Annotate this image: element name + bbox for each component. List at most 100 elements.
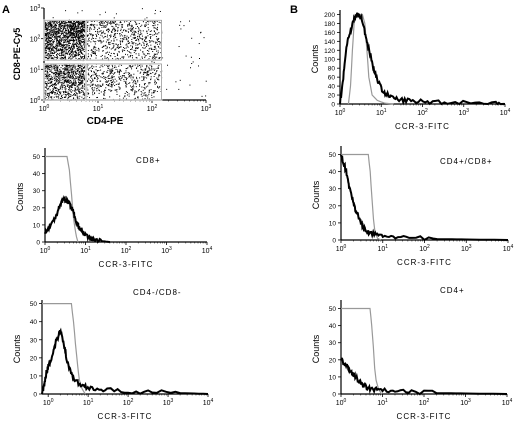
histogram-title: CD4+ [440,286,465,295]
event-dot [159,41,161,43]
event-dot [47,66,49,68]
event-dot [47,55,49,57]
event-dot [155,72,157,74]
event-dot [70,85,72,87]
event-dot [69,39,71,41]
event-dot [148,66,150,68]
event-dot [50,80,52,82]
event-dot [70,89,72,91]
event-dot [158,32,160,34]
event-dot [71,50,73,52]
event-dot [44,73,46,75]
event-dot [110,85,112,87]
event-dot [144,24,146,26]
event-dot [70,52,72,54]
event-dot [53,68,55,70]
event-dot [153,25,155,27]
event-dot [158,57,160,59]
event-dot [101,64,103,66]
event-dot [60,91,62,93]
event-dot [72,43,74,45]
event-dot [145,38,147,40]
event-dot [78,66,80,68]
event-dot [156,70,158,72]
event-dot [92,37,94,39]
event-dot [142,38,144,40]
event-dot [115,37,117,39]
event-dot [113,52,115,54]
event-dot [137,97,139,99]
event-dot [136,47,138,49]
event-dot [135,39,137,41]
event-dot [49,89,51,91]
event-dot [53,72,55,74]
event-dot [75,57,77,59]
event-dot [148,90,150,92]
event-dot [120,38,122,40]
event-dot [154,68,156,70]
event-dot [72,73,74,75]
event-dot [67,37,69,39]
event-dot [111,85,113,87]
event-dot [58,35,60,37]
event-dot [82,69,84,71]
event-dot [62,48,64,50]
event-dot [92,50,94,52]
event-dot [46,72,48,74]
event-dot [130,27,132,29]
event-dot [79,33,81,35]
event-dot [154,13,156,15]
event-dot [80,51,82,53]
event-dot [68,74,70,76]
event-dot [69,65,71,67]
event-dot [93,72,95,74]
event-dot [56,50,58,52]
event-dot [65,94,67,96]
event-dot [52,88,54,90]
event-dot [138,40,140,42]
event-dot [98,40,100,42]
event-dot [133,51,135,53]
event-dot [46,68,48,70]
event-dot [50,40,52,42]
event-dot [51,84,53,86]
event-dot [73,83,75,85]
y-tick-label: 20 [33,205,41,212]
event-dot [79,23,81,25]
event-dot [57,82,59,84]
event-dot [102,37,104,39]
event-dot [44,55,46,57]
event-dot [87,68,89,70]
event-dot [60,85,62,87]
event-dot [77,85,79,87]
event-dot [154,83,156,85]
event-dot [91,25,93,27]
event-dot [134,32,136,34]
event-dot [66,80,68,82]
event-dot [114,36,116,38]
event-dot [64,56,66,58]
event-dot [115,68,117,70]
event-dot [73,41,75,43]
event-dot [146,20,148,22]
event-dot [56,72,58,74]
event-dot [68,27,70,29]
event-dot [135,80,137,82]
event-dot [143,79,145,81]
event-dot [66,66,68,68]
event-dot [70,74,72,76]
event-dot [142,69,144,71]
event-dot [45,87,47,89]
event-dot [78,22,80,24]
event-dot [141,76,143,78]
event-dot [191,37,193,39]
event-dot [109,35,111,37]
event-dot [148,21,150,23]
event-dot [75,76,77,78]
event-dot [72,25,74,27]
event-dot [66,53,68,55]
event-dot [75,83,77,85]
event-dot [153,53,155,55]
event-dot [143,83,145,85]
event-dot [58,65,60,67]
